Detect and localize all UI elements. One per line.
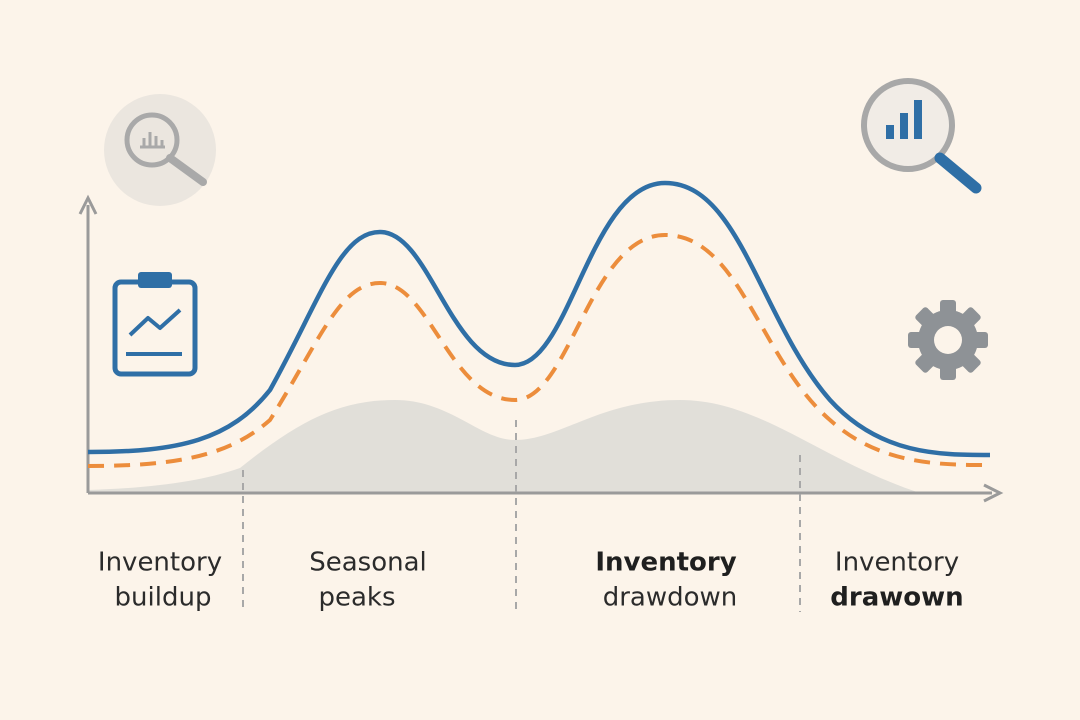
phase-label: Inventory [98, 548, 222, 578]
gear-icon [908, 300, 988, 380]
phase-label: drawdown [603, 583, 738, 613]
dividers [242, 420, 801, 612]
phase-label: Inventory [835, 548, 959, 578]
dashed-curve [87, 232, 991, 468]
y-axis-arrow [78, 194, 98, 215]
phase-labels: Inventory buildup Seasonal peaks Invento… [98, 548, 964, 613]
solid-curve [87, 180, 991, 458]
phase-label: drawown [830, 583, 963, 613]
search-icon-faded [104, 94, 216, 206]
x-axis-arrow [983, 483, 1004, 503]
shaded-area [88, 400, 920, 493]
phase-label: buildup [115, 583, 212, 613]
search-icon [861, 78, 982, 194]
phase-label: Inventory [595, 548, 736, 578]
phase-label: Seasonal [309, 548, 427, 578]
phase-label: peaks [318, 583, 395, 613]
clipboard-icon [112, 272, 198, 377]
